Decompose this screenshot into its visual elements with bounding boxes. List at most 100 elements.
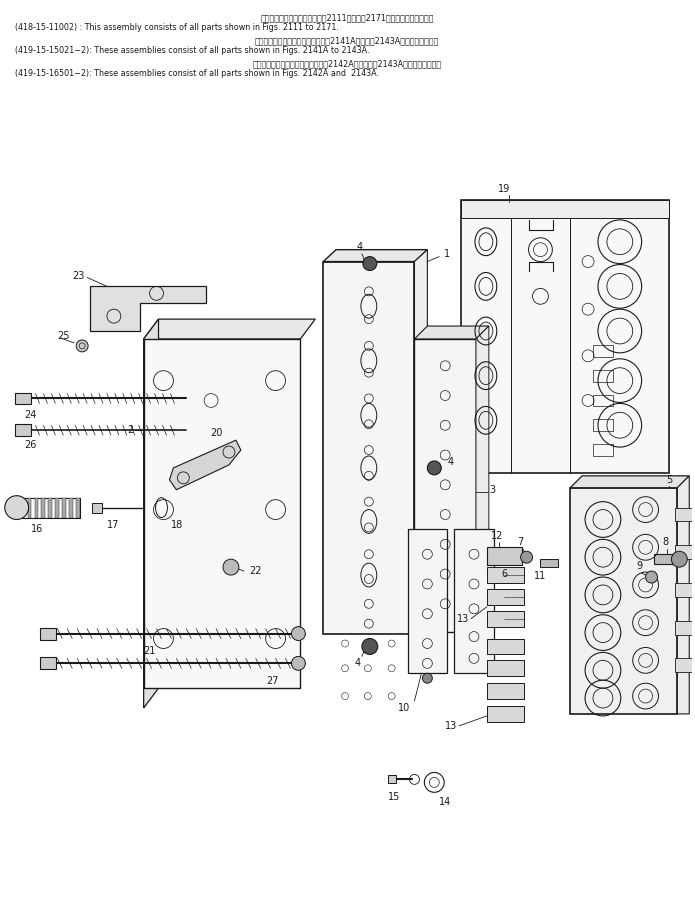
Bar (414, 339, 476, 631)
Polygon shape (70, 498, 73, 518)
Bar (21, 498, 80, 518)
Polygon shape (21, 498, 24, 518)
Text: 23: 23 (73, 272, 85, 282)
Bar (676, 659, 695, 673)
Circle shape (363, 256, 377, 271)
Bar (40, 628, 56, 640)
Text: (419-15-15021−2): These assemblies consist of all parts shown in Figs. 2141A to : (419-15-15021−2): These assemblies consi… (15, 47, 369, 55)
Polygon shape (144, 319, 158, 708)
Text: 13: 13 (457, 614, 469, 624)
Circle shape (223, 559, 239, 575)
Polygon shape (49, 498, 52, 518)
Text: (418-15-11002) : This assembly consists of all parts shown in Figs. 2111 to 2171: (418-15-11002) : This assembly consists … (15, 24, 338, 33)
Bar (92, 502, 102, 512)
Text: 26: 26 (24, 440, 37, 450)
Bar (593, 444, 613, 456)
Bar (676, 583, 695, 597)
Polygon shape (90, 286, 206, 331)
Polygon shape (487, 706, 523, 722)
Circle shape (362, 639, 378, 654)
Bar (461, 200, 669, 218)
Bar (388, 775, 395, 783)
Bar (407, 530, 447, 673)
Polygon shape (487, 611, 523, 627)
Bar (461, 200, 669, 473)
Text: 24: 24 (24, 411, 37, 420)
Text: 14: 14 (439, 797, 452, 807)
Ellipse shape (423, 673, 432, 684)
Text: 3: 3 (489, 485, 495, 495)
Polygon shape (28, 498, 31, 518)
Text: 9: 9 (637, 561, 643, 571)
Text: 27: 27 (266, 676, 279, 686)
Polygon shape (56, 498, 59, 518)
Bar (144, 339, 300, 688)
Text: これらのアセンブリの構成部品は第2142A図および第2143A図まで含みます。: これらのアセンブリの構成部品は第2142A図および第2143A図まで含みます。 (252, 59, 441, 69)
Text: 2: 2 (127, 425, 133, 436)
Text: 19: 19 (498, 184, 510, 194)
Text: 18: 18 (172, 520, 183, 530)
Circle shape (291, 627, 305, 640)
Circle shape (291, 656, 305, 671)
Bar (676, 508, 695, 522)
Text: 13: 13 (445, 721, 457, 731)
Polygon shape (42, 498, 45, 518)
Text: (419-15-16501−2): These assemblies consist of all parts shown in Figs. 2142A and: (419-15-16501−2): These assemblies consi… (15, 70, 379, 78)
Polygon shape (170, 440, 241, 490)
Text: 4: 4 (447, 457, 453, 467)
Circle shape (427, 461, 441, 475)
Text: 6: 6 (502, 569, 508, 579)
Polygon shape (144, 319, 316, 339)
Circle shape (521, 551, 532, 563)
Polygon shape (487, 567, 523, 583)
Polygon shape (35, 498, 38, 518)
Circle shape (5, 496, 28, 520)
Polygon shape (323, 250, 427, 262)
Bar (454, 530, 494, 673)
Text: 8: 8 (662, 537, 669, 547)
Text: 12: 12 (491, 532, 503, 542)
Text: 4: 4 (357, 242, 363, 252)
Bar (15, 425, 31, 436)
Text: 7: 7 (518, 537, 524, 547)
Bar (541, 559, 558, 567)
Circle shape (646, 571, 657, 583)
Bar (676, 545, 695, 559)
Bar (676, 620, 695, 635)
Polygon shape (487, 589, 523, 605)
Text: 25: 25 (58, 331, 70, 341)
Polygon shape (63, 498, 66, 518)
Polygon shape (414, 326, 489, 339)
Text: 1: 1 (444, 249, 450, 259)
Polygon shape (487, 661, 523, 676)
Text: 11: 11 (534, 571, 546, 581)
Bar (15, 393, 31, 404)
Text: 10: 10 (398, 703, 411, 713)
Bar (653, 554, 678, 565)
Circle shape (671, 551, 687, 567)
Polygon shape (487, 639, 523, 654)
Bar (40, 657, 56, 669)
Bar (570, 488, 678, 714)
Text: これらのアセンブリの構成部品は第2141A図から第2143A図まで含みます。: これらのアセンブリの構成部品は第2141A図から第2143A図まで含みます。 (255, 37, 439, 46)
Text: 20: 20 (210, 428, 222, 438)
Circle shape (76, 340, 88, 352)
Bar (487, 547, 521, 565)
Text: 5: 5 (667, 475, 673, 485)
Polygon shape (487, 684, 523, 699)
Bar (593, 345, 613, 357)
Text: 4: 4 (355, 659, 361, 668)
Polygon shape (414, 250, 427, 633)
Text: このアセンブリの構成部品は第2111図から第2171図の部品を含みます。: このアセンブリの構成部品は第2111図から第2171図の部品を含みます。 (261, 14, 434, 23)
Text: 21: 21 (143, 647, 156, 656)
Text: 22: 22 (249, 566, 261, 576)
Bar (593, 419, 613, 431)
Bar (593, 370, 613, 382)
Text: 15: 15 (389, 792, 401, 802)
Polygon shape (570, 476, 689, 488)
Polygon shape (76, 498, 80, 518)
Bar (323, 262, 414, 633)
Bar (593, 394, 613, 406)
Text: 17: 17 (107, 520, 120, 530)
Text: 16: 16 (31, 524, 43, 534)
